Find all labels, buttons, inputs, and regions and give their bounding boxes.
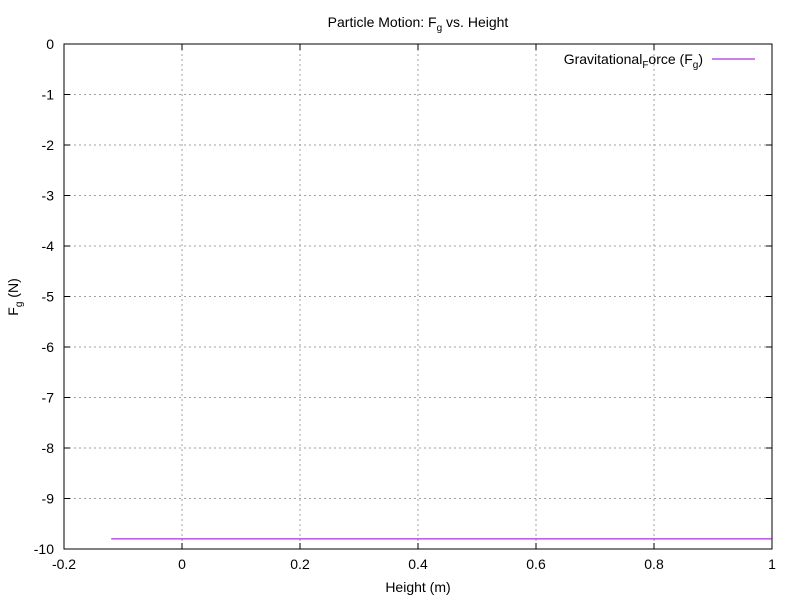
y-tick-label: -8 xyxy=(42,440,55,456)
y-axis-label: Fg (N) xyxy=(5,278,25,315)
y-tick-label: -10 xyxy=(34,541,54,557)
x-tick-label: 0.8 xyxy=(644,556,664,572)
ticks xyxy=(63,43,773,550)
y-tick-label: -9 xyxy=(42,491,55,507)
chart-title: Particle Motion: Fg vs. Height xyxy=(328,14,509,34)
y-tick-label: -7 xyxy=(42,390,55,406)
y-tick-label: -2 xyxy=(42,137,55,153)
y-tick-labels: 0 -1 -2 -3 -4 -5 -6 -7 -8 -9 -10 xyxy=(34,36,54,557)
y-tick-label: -6 xyxy=(42,339,55,355)
x-axis-label: Height (m) xyxy=(385,579,450,595)
x-tick-label: 0.4 xyxy=(408,556,428,572)
y-tick-label: 0 xyxy=(46,36,54,52)
grid xyxy=(64,44,772,549)
y-tick-label: -3 xyxy=(42,188,55,204)
y-tick-label: -4 xyxy=(42,238,55,254)
legend: GravitationalForce (Fg) xyxy=(564,51,755,71)
x-tick-label: 1 xyxy=(768,556,776,572)
x-tick-label: 0.2 xyxy=(290,556,310,572)
y-tick-label: -1 xyxy=(42,87,55,103)
x-tick-label: -0.2 xyxy=(52,556,76,572)
legend-label: GravitationalForce (Fg) xyxy=(564,51,703,71)
x-tick-label: 0 xyxy=(178,556,186,572)
x-tick-labels: -0.2 0 0.2 0.4 0.6 0.8 1 xyxy=(52,556,776,572)
x-tick-label: 0.6 xyxy=(526,556,546,572)
y-tick-label: -5 xyxy=(42,289,55,305)
